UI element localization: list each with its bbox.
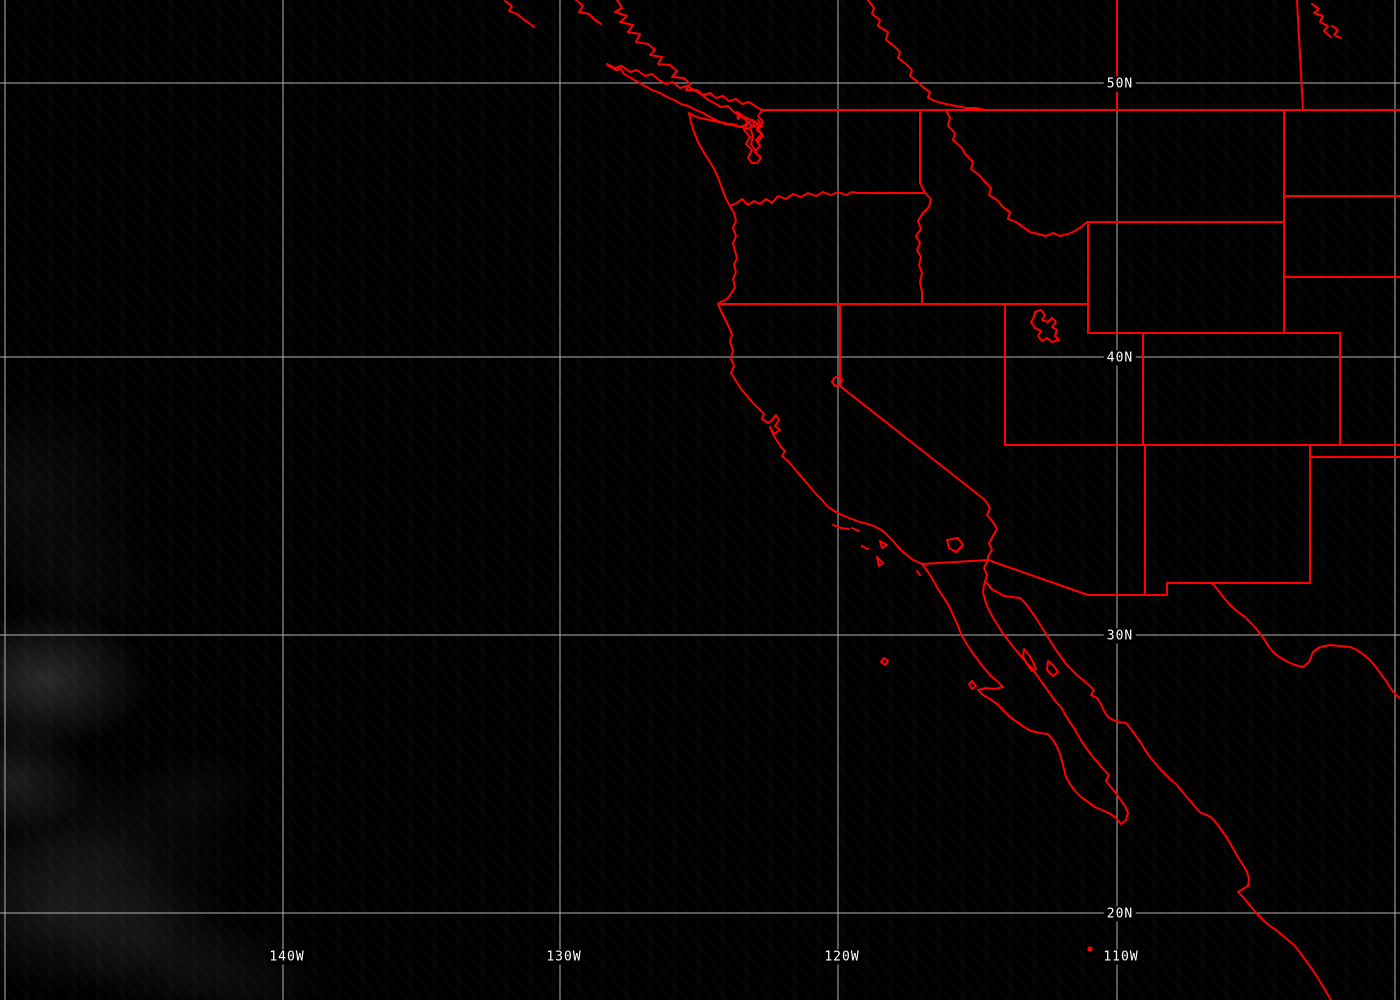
- longitude-label-130w: 130W: [543, 949, 585, 965]
- mexico-mainland-coast-path: [989, 587, 1332, 1000]
- channel-islands-path: [832, 524, 921, 576]
- sk-mb-border-path: [1296, 0, 1304, 111]
- coastline-path: [688, 109, 923, 565]
- cloud-speckles: [0, 640, 330, 1000]
- colorado-river-delta-path: [983, 559, 991, 589]
- socorro-island-dot: [1087, 946, 1093, 952]
- us-mexico-border-path: [921, 559, 1213, 596]
- baja-peninsula-path: [921, 563, 1129, 825]
- salton-sea-path: [946, 537, 964, 553]
- bc-mainland-coast-path: [614, 0, 763, 111]
- cloud-haze: [0, 350, 220, 640]
- lake-tahoe-path: [831, 375, 843, 387]
- latitude-label-40n: 40N: [1103, 350, 1137, 366]
- scott-islands-path: [504, 0, 602, 28]
- longitude-label-110w: 110W: [1100, 949, 1142, 965]
- puget-sound-inlets-path: [749, 119, 764, 151]
- wa-id-border-path: [919, 109, 926, 194]
- wa-or-border-path: [729, 191, 926, 207]
- longitude-label-140w: 140W: [266, 949, 308, 965]
- longitude-label-120w: 120W: [821, 949, 863, 965]
- rio-grande-path: [1211, 582, 1400, 699]
- guadalupe-cedros-islands-path: [880, 657, 977, 690]
- vancouver-island-path: [606, 63, 753, 130]
- great-salt-lake-path: [1030, 309, 1060, 343]
- manitoba-lakes-path: [1311, 3, 1342, 39]
- gulf-san-juan-islands-path: [736, 111, 759, 128]
- image-caption: GOES-W 0.64 BAND 2DEC 16 2025 02:30 ZNAS…: [469, 983, 1012, 1000]
- latitude-label-20n: 20N: [1103, 906, 1137, 922]
- latitude-label-30n: 30N: [1103, 628, 1137, 644]
- gulf-islands-path: [1022, 648, 1059, 677]
- id-mt-divide-path: [945, 109, 1088, 237]
- bc-ab-divide-path: [867, 0, 986, 111]
- or-id-snake-river-path: [915, 192, 932, 305]
- latitude-label-50n: 50N: [1103, 76, 1137, 92]
- ca-nv-border-path: [839, 303, 998, 561]
